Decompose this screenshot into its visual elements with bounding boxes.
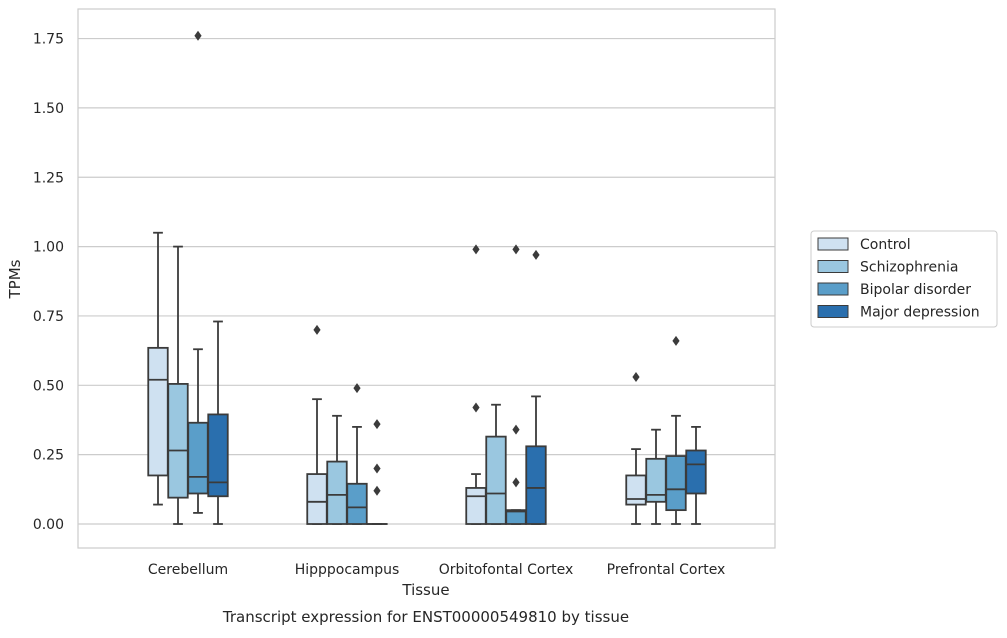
box-iqr [626, 475, 646, 504]
x-tick-label: Hipppocampus [295, 562, 400, 578]
box-iqr [666, 456, 686, 510]
y-tick-label: 1.00 [33, 240, 64, 256]
box-bipolar-disorder [666, 336, 686, 524]
box-schizophrenia [646, 430, 666, 524]
box-iqr [526, 446, 546, 524]
box-iqr [148, 348, 168, 476]
box-iqr [486, 437, 506, 524]
y-tick-label: 0.00 [33, 517, 64, 533]
outlier-point [472, 402, 479, 412]
y-tick-label: 0.50 [33, 378, 64, 394]
box-major-depression [686, 427, 706, 524]
outlier-point [512, 477, 519, 487]
y-tick-label: 1.25 [33, 170, 64, 186]
box-bipolar-disorder [347, 383, 367, 524]
outlier-point [512, 244, 519, 254]
legend-label: Control [860, 237, 911, 253]
x-axis-label: Tissue [401, 581, 449, 599]
outlier-point [472, 244, 479, 254]
outlier-point [194, 31, 201, 41]
outlier-point [373, 486, 380, 496]
box-major-depression [208, 321, 228, 524]
outlier-point [632, 372, 639, 382]
box-iqr [208, 414, 228, 496]
outlier-point [313, 325, 320, 335]
legend-swatch [818, 306, 848, 318]
x-tick-label: Cerebellum [148, 562, 228, 578]
box-iqr [327, 462, 347, 524]
chart-caption: Transcript expression for ENST0000054981… [222, 608, 629, 626]
x-tick-label: Orbitofontal Cortex [439, 562, 574, 578]
legend-swatch [818, 238, 848, 250]
y-tick-label: 0.25 [33, 448, 64, 464]
y-axis-label: TPMs [6, 259, 24, 299]
legend: Control Schizophrenia Bipolar disorder Majo… [811, 231, 997, 327]
outlier-point [532, 250, 539, 260]
box-control [148, 233, 168, 505]
outlier-point [672, 336, 679, 346]
legend-label: Bipolar disorder [860, 282, 971, 298]
outlier-point [373, 464, 380, 474]
y-tick-label: 1.75 [33, 32, 64, 48]
box-schizophrenia [168, 247, 188, 524]
box-schizophrenia [486, 405, 506, 524]
legend-label: Schizophrenia [860, 260, 958, 276]
outlier-point [512, 425, 519, 435]
box-iqr [168, 384, 188, 498]
box-iqr [686, 450, 706, 493]
box-iqr [307, 474, 327, 524]
x-tick-label: Prefrontal Cortex [607, 562, 726, 578]
box-major-depression [526, 250, 546, 524]
box-bipolar-disorder [506, 244, 526, 524]
box-control [466, 244, 486, 524]
box-iqr [347, 484, 367, 524]
box-iqr [466, 488, 486, 524]
y-tick-label: 1.50 [33, 101, 64, 117]
legend-label: Major depression [860, 305, 980, 321]
legend-swatch [818, 283, 848, 295]
box-control [307, 325, 327, 524]
box-major-depression [367, 419, 387, 524]
box-schizophrenia [327, 416, 347, 524]
outlier-point [373, 419, 380, 429]
y-tick-label: 0.75 [33, 309, 64, 325]
legend-swatch [818, 261, 848, 273]
box-iqr [188, 423, 208, 494]
box-bipolar-disorder [188, 31, 208, 513]
outlier-point [353, 383, 360, 393]
box-control [626, 372, 646, 524]
